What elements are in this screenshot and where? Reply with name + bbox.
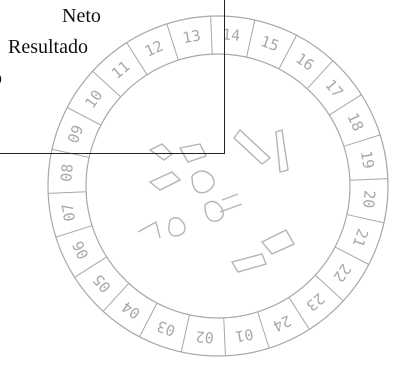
stamp-tick-label: 22 xyxy=(330,260,355,285)
stamp-mark xyxy=(233,128,272,165)
stamp-tick-separator xyxy=(55,225,93,238)
stamp-tick-label: 10 xyxy=(81,87,106,112)
stamp-mark xyxy=(148,171,182,191)
box-border-right xyxy=(224,0,225,154)
stamp-tick-separator xyxy=(210,16,213,55)
stamp-tick-separator xyxy=(66,107,102,126)
stamp-mark xyxy=(219,193,243,213)
stamp-tick-separator xyxy=(343,134,381,147)
stamp-tick-separator xyxy=(306,60,334,90)
stamp-tick-label: 12 xyxy=(142,37,166,61)
stamp-tick-label: 07 xyxy=(58,202,79,223)
stamp-tick-separator xyxy=(102,282,130,312)
stamp-tick-separator xyxy=(329,94,362,116)
stamp-tick-label: 06 xyxy=(69,238,93,262)
stamp-tick-separator xyxy=(246,19,256,58)
stamp-mark xyxy=(178,143,207,163)
stamp-tick-separator xyxy=(126,42,148,75)
stamp-outer-ring xyxy=(47,15,389,357)
stamp-tick-separator xyxy=(334,246,370,265)
stamp-tick-label: 02 xyxy=(195,327,215,347)
stamp-mark xyxy=(137,220,161,239)
stamp-tick-label: 05 xyxy=(89,271,114,296)
stamp-mark xyxy=(204,200,224,222)
stamp-tick-separator xyxy=(278,34,297,70)
stamp-tick-label: 11 xyxy=(108,57,133,82)
stamp-tick-label: 19 xyxy=(357,149,378,170)
stamp-mark xyxy=(230,253,267,273)
stamp-tick-separator xyxy=(257,311,270,349)
stamp-tick-label: 18 xyxy=(343,110,367,134)
stamp-tick-label: 03 xyxy=(155,317,178,340)
stamp-tick-label: 13 xyxy=(181,26,202,47)
stamp-tick-label: 23 xyxy=(303,289,328,314)
stamp-tick-separator xyxy=(349,178,388,181)
stamp-tick-label: 08 xyxy=(57,163,77,183)
stamp-tick-label: 17 xyxy=(321,76,346,101)
stamp-tick-separator xyxy=(166,23,179,61)
stamp-tick-label: 24 xyxy=(270,311,294,335)
stamp-tick-label: 04 xyxy=(119,298,144,323)
stamp-tick-separator xyxy=(346,214,385,224)
text-line-resultado: Resultado xyxy=(8,36,88,58)
stamp-mark xyxy=(275,129,289,173)
stamp-tick-separator xyxy=(74,256,107,278)
stamp-tick-separator xyxy=(139,302,158,338)
stamp-tick-separator xyxy=(92,70,122,98)
stamp-mark xyxy=(260,229,295,255)
stamp-tick-label: 09 xyxy=(64,123,87,146)
stamp-tick-separator xyxy=(48,191,87,194)
stamp-mark xyxy=(191,170,215,194)
stamp-tick-separator xyxy=(223,317,226,356)
stamp-tick-label: 21 xyxy=(349,226,372,249)
stamp-tick-label: 15 xyxy=(258,32,281,55)
stamp-tick-separator xyxy=(314,274,344,302)
stamp-mark xyxy=(148,143,174,161)
stamp-tick-label: 01 xyxy=(234,325,255,346)
stamp-mark xyxy=(168,217,186,237)
text-line-fragment: o xyxy=(0,68,2,88)
stamp-tick-label: 20 xyxy=(359,189,379,209)
stamp-tick-label: 14 xyxy=(221,25,241,45)
stamp-tick-separator xyxy=(180,314,190,353)
stamp-tick-label: 16 xyxy=(292,49,317,74)
text-line-neto: Neto xyxy=(62,5,101,27)
stamp-inner-ring xyxy=(85,53,351,319)
box-border-bottom xyxy=(0,153,225,154)
stamp-tick-separator xyxy=(288,297,310,330)
